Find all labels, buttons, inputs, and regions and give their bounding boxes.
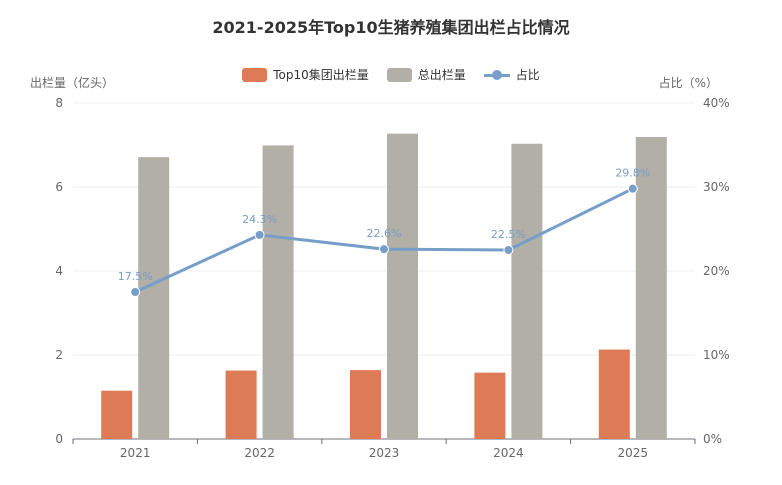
bar-total: [635, 137, 667, 439]
legend-label-top10: Top10集团出栏量: [273, 68, 369, 82]
y-tick-label-right: 20%: [703, 264, 730, 278]
y-axis-left-title: 出栏量（亿头）: [30, 76, 115, 90]
share-point: [627, 183, 638, 194]
y-tick-label-left: 8: [55, 96, 63, 110]
x-tick-label: 2021: [120, 446, 151, 460]
y-tick-label-left: 4: [55, 264, 63, 278]
legend-swatch-total: [386, 67, 412, 82]
share-point: [130, 287, 141, 297]
share-data-label: 24.3%: [242, 213, 277, 226]
legend-swatch-top10: [242, 67, 268, 82]
x-tick-label: 2025: [618, 446, 649, 460]
legend-item-top10[interactable]: Top10集团出栏量: [242, 66, 369, 83]
bar-total: [511, 143, 543, 440]
legend-label-total: 总出栏量: [417, 68, 466, 82]
bar-total: [387, 133, 418, 439]
bar-top10: [474, 372, 506, 439]
x-tick-label: 2022: [244, 446, 275, 460]
y-tick-label-right: 0%: [703, 432, 722, 446]
bar-total: [138, 157, 170, 439]
legend-swatch-share: [483, 68, 510, 82]
share-data-label: 29.8%: [615, 167, 650, 180]
legend-item-share[interactable]: 占比: [483, 66, 540, 83]
legend-item-total[interactable]: 总出栏量: [386, 66, 466, 83]
share-data-label: 22.5%: [491, 228, 526, 241]
y-tick-label-right: 30%: [703, 180, 730, 194]
bar-top10: [225, 370, 257, 439]
share-point: [503, 245, 514, 255]
x-tick-label: 2024: [493, 446, 524, 460]
share-data-label: 22.6%: [367, 227, 402, 240]
chart-title: 2021-2025年Top10生猪养殖集团出栏占比情况: [212, 18, 570, 37]
share-data-label: 17.5%: [118, 270, 153, 283]
bar-total: [262, 145, 294, 440]
bar-top10: [350, 370, 381, 439]
y-tick-label-left: 6: [55, 180, 63, 194]
bar-top10: [598, 349, 630, 439]
y-tick-label-left: 0: [55, 432, 63, 446]
x-tick-label: 2023: [369, 446, 400, 460]
bar-top10: [101, 390, 133, 439]
share-point: [379, 244, 389, 255]
y-axis-right-title: 占比（%）: [658, 76, 718, 90]
share-line: [134, 187, 634, 294]
share-point: [254, 229, 265, 240]
y-tick-label-right: 10%: [703, 348, 730, 362]
legend: Top10集团出栏量 总出栏量 占比: [0, 66, 782, 83]
y-tick-label-left: 2: [55, 348, 63, 362]
y-tick-label-right: 40%: [703, 96, 730, 110]
legend-label-share: 占比: [515, 68, 540, 82]
